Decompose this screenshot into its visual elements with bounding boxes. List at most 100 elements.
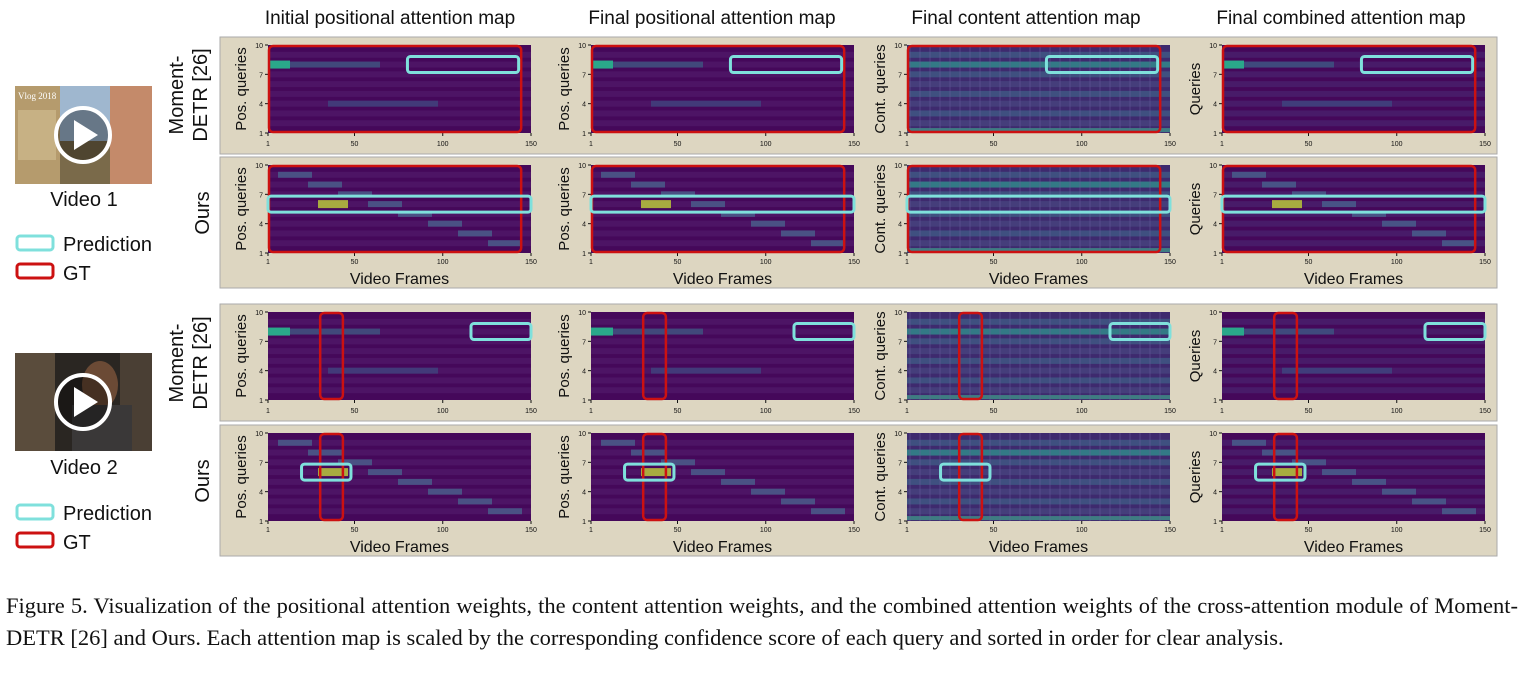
content-stripe [929, 45, 931, 133]
content-stripe [1129, 312, 1131, 400]
x-tick-label: 1 [266, 408, 270, 415]
attention-peak [318, 200, 348, 209]
prediction-box [1044, 55, 1160, 75]
x-tick-label: 100 [760, 408, 772, 415]
attention-diagonal [308, 449, 342, 456]
x-tick-label: 1 [589, 527, 593, 534]
query-band [1222, 498, 1485, 505]
content-stripe [969, 45, 971, 133]
prediction-box [1108, 322, 1172, 342]
query-band [907, 318, 1170, 325]
content-stripe [989, 45, 991, 133]
y-axis-label: Pos. queries [233, 314, 250, 397]
query-band [268, 377, 531, 384]
x-tick-label: 50 [990, 141, 998, 148]
y-tick-label: 4 [1213, 369, 1217, 376]
x-tick-label: 1 [1220, 141, 1224, 148]
query-band [591, 81, 854, 88]
map-background [1222, 45, 1485, 133]
y-tick-label: 7 [1213, 460, 1217, 467]
content-stripe [1039, 165, 1041, 253]
attention-diagonal [691, 201, 725, 208]
y-axis-label: Pos. queries [556, 167, 573, 250]
content-stripe [1119, 45, 1121, 133]
y-tick-label: 10 [578, 163, 586, 170]
row-label-ours-2: Ours [192, 459, 214, 502]
gt-box [641, 311, 668, 401]
x-tick-label: 150 [525, 408, 537, 415]
content-stripe [1099, 312, 1101, 400]
content-band [907, 181, 1170, 188]
query-band [1222, 348, 1485, 355]
content-stripe [1049, 312, 1051, 400]
y-tick-label: 10 [1209, 431, 1217, 438]
content-stripe [969, 165, 971, 253]
map-background [1222, 433, 1485, 521]
column-title-4: Final combined attention map [1216, 8, 1465, 29]
query-band [268, 220, 531, 227]
attention-diagonal [338, 459, 372, 466]
video2-thumbnail[interactable] [15, 353, 152, 451]
x-tick-label: 100 [760, 141, 772, 148]
attention-trail [328, 100, 438, 107]
x-tick-label: 100 [1076, 527, 1088, 534]
query-band [1222, 81, 1485, 88]
attention-diagonal [1442, 508, 1476, 515]
query-band [1222, 357, 1485, 364]
query-band [907, 488, 1170, 495]
x-axis-label: Video Frames [673, 271, 772, 288]
content-stripe [1099, 165, 1101, 253]
content-stripe [1059, 433, 1061, 521]
attention-diagonal [428, 220, 462, 227]
content-band [907, 516, 1170, 521]
row-label-line-1: Moment- [166, 56, 188, 135]
prediction-box [792, 322, 856, 342]
prediction-box [1423, 322, 1487, 342]
query-band [907, 508, 1170, 515]
query-band [268, 51, 531, 58]
query-band [268, 439, 531, 446]
video1-thumbnail[interactable]: Vlog 2018 [15, 86, 152, 184]
content-stripe [1069, 45, 1071, 133]
map-background [268, 45, 531, 133]
query-band [907, 377, 1170, 384]
attention-diagonal [631, 449, 665, 456]
query-band [268, 171, 531, 178]
attention-figure: Initial positional attention map Final p… [15, 8, 1498, 557]
map-background [268, 165, 531, 253]
content-band [907, 449, 1170, 456]
row-label-line-1: Moment- [166, 324, 188, 403]
x-tick-label: 100 [437, 259, 449, 266]
query-band [1222, 110, 1485, 117]
row-label-ours-text: Ours [192, 191, 214, 234]
x-tick-label: 1 [905, 527, 909, 534]
y-tick-label: 1 [898, 519, 902, 526]
map-background [591, 165, 854, 253]
content-stripe [1009, 165, 1011, 253]
y-tick-label: 7 [582, 339, 586, 346]
attention-trail [290, 61, 380, 68]
map-background [591, 433, 854, 521]
y-tick-label: 7 [898, 339, 902, 346]
attention-diagonal [601, 439, 635, 446]
attention-diagonal [721, 210, 755, 217]
y-axis-label: Pos. queries [233, 167, 250, 250]
y-tick-label: 7 [898, 72, 902, 79]
query-band [591, 230, 854, 237]
y-tick-label: 7 [898, 460, 902, 467]
x-tick-label: 1 [589, 141, 593, 148]
content-stripe [1119, 165, 1121, 253]
content-stripe [1079, 312, 1081, 400]
x-tick-label: 50 [351, 259, 359, 266]
query-band [907, 348, 1170, 355]
content-stripe [1029, 312, 1031, 400]
y-tick-label: 7 [898, 192, 902, 199]
map-background [907, 165, 1170, 253]
query-band [907, 367, 1170, 374]
prediction-legend-label: Prediction [63, 503, 152, 525]
content-stripe [949, 312, 951, 400]
